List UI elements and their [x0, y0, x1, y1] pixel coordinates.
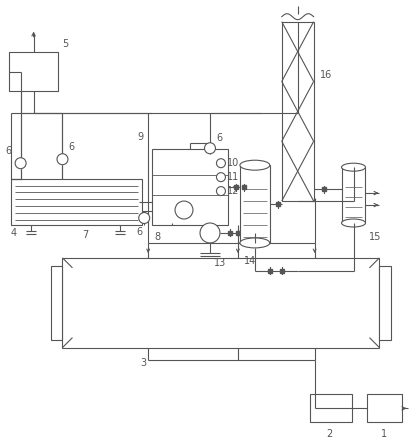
Circle shape — [216, 173, 225, 182]
Text: 11: 11 — [227, 172, 239, 182]
Text: 13: 13 — [214, 258, 226, 268]
Bar — [152, 149, 228, 225]
Text: 7: 7 — [83, 230, 89, 240]
Bar — [62, 258, 380, 348]
Ellipse shape — [240, 160, 270, 170]
Text: 8: 8 — [154, 232, 160, 242]
Text: 4: 4 — [11, 228, 17, 238]
Ellipse shape — [240, 238, 270, 248]
Bar — [310, 394, 351, 422]
Circle shape — [204, 143, 216, 154]
Text: 16: 16 — [320, 70, 332, 81]
Text: 6: 6 — [6, 146, 12, 156]
Text: 15: 15 — [370, 232, 382, 242]
Bar — [50, 266, 62, 340]
Ellipse shape — [342, 219, 366, 227]
Text: 2: 2 — [327, 429, 333, 439]
Text: 9: 9 — [137, 132, 143, 142]
Circle shape — [139, 213, 150, 223]
Text: 1: 1 — [381, 429, 387, 439]
Bar — [380, 266, 392, 340]
Circle shape — [57, 154, 68, 165]
Text: 14: 14 — [244, 256, 256, 266]
Text: 6: 6 — [216, 133, 222, 143]
Bar — [342, 167, 366, 223]
Circle shape — [15, 158, 26, 169]
Bar — [240, 165, 270, 243]
Bar — [11, 179, 142, 225]
Circle shape — [200, 223, 220, 243]
Text: 3: 3 — [140, 358, 146, 368]
Text: 12: 12 — [227, 186, 239, 196]
Circle shape — [175, 201, 193, 219]
Bar — [368, 394, 402, 422]
Circle shape — [216, 159, 225, 168]
Text: 5: 5 — [62, 39, 69, 49]
Bar — [9, 51, 59, 91]
Text: 6: 6 — [69, 142, 75, 152]
Text: 10: 10 — [227, 158, 239, 168]
Ellipse shape — [342, 163, 366, 171]
Circle shape — [216, 187, 225, 196]
Text: 6: 6 — [136, 227, 142, 237]
Bar — [282, 22, 313, 201]
